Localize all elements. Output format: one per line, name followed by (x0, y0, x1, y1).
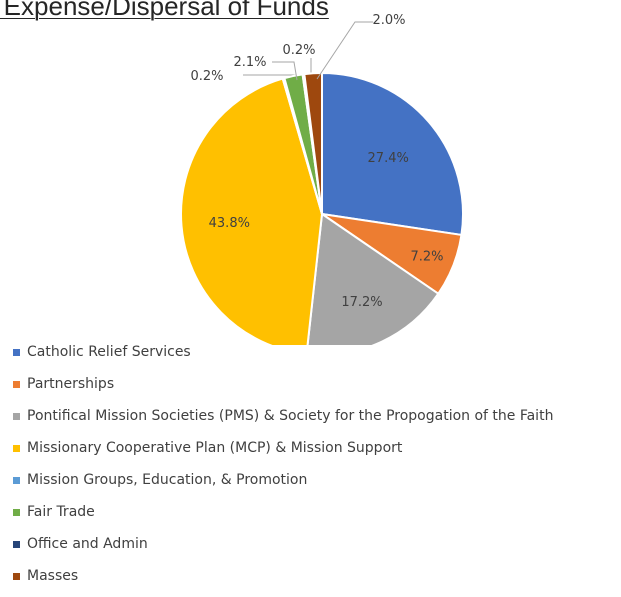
legend-label: Fair Trade (27, 504, 95, 520)
legend-item: Missionary Cooperative Plan (MCP) & Miss… (13, 437, 553, 469)
chart-legend: Catholic Relief Services Partnerships Pont… (13, 341, 553, 597)
legend-label: Pontifical Mission Societies (PMS) & Soc… (27, 408, 554, 424)
pie-slice (321, 71, 464, 237)
leader-line (316, 21, 373, 80)
legend-swatch (13, 445, 20, 452)
legend-item: Pontifical Mission Societies (PMS) & Soc… (13, 405, 553, 437)
data-label: 2.1% (233, 55, 266, 70)
pie-slice (306, 212, 440, 345)
legend-swatch (13, 381, 20, 388)
legend-item: Mission Groups, Education, & Promotion (13, 469, 553, 501)
legend-swatch (13, 477, 20, 484)
legend-item: Partnerships (13, 373, 553, 405)
legend-item: Masses (13, 565, 553, 597)
legend-swatch (13, 413, 20, 420)
legend-label: Catholic Relief Services (27, 344, 191, 360)
legend-item: Office and Admin (13, 533, 553, 565)
legend-swatch (13, 349, 20, 356)
legend-item: Catholic Relief Services (13, 341, 553, 373)
pie-slice (180, 77, 324, 345)
data-label: 43.8% (209, 216, 250, 231)
legend-swatch (13, 541, 20, 548)
data-label: 7.2% (410, 249, 443, 264)
leader-line (272, 61, 298, 81)
legend-label: Masses (27, 568, 79, 584)
data-label: 17.2% (341, 295, 382, 310)
pie-chart: 27.4% 7.2% 17.2% 43.8% 0.2% 2.1% 0.2% 2.0% (180, 13, 464, 345)
pie-slice (303, 71, 323, 215)
legend-label: Mission Groups, Education, & Promotion (27, 472, 308, 488)
legend-item: Fair Trade (13, 501, 553, 533)
legend-label: Missionary Cooperative Plan (MCP) & Miss… (27, 440, 403, 456)
data-label: 2.0% (372, 13, 405, 28)
legend-label: Office and Admin (27, 536, 148, 552)
legend-swatch (13, 509, 20, 516)
data-label: 0.2% (190, 69, 223, 84)
data-label: 0.2% (282, 43, 315, 58)
chart-title: 2 Expense/Dispersal of Funds (0, 0, 329, 21)
legend-swatch (13, 573, 20, 580)
data-label: 27.4% (368, 151, 409, 166)
legend-label: Partnerships (27, 376, 115, 392)
